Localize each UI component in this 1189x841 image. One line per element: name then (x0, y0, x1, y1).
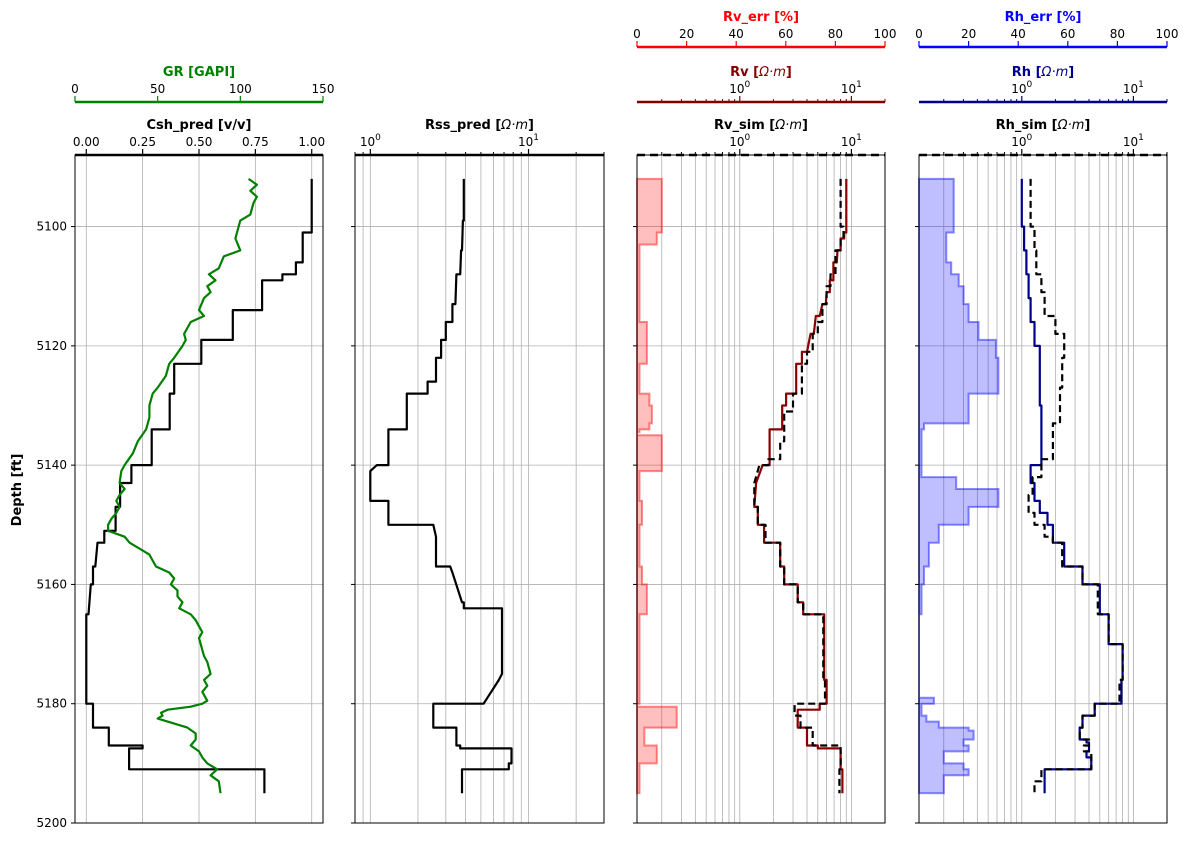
axis-tick-label: 40 (729, 27, 744, 41)
series-rh_sim-line (1027, 178, 1124, 794)
depth-tick-label: 5180 (36, 697, 67, 711)
axis-tick-label: 100 (229, 82, 252, 96)
axis-tick-label: 80 (828, 27, 843, 41)
axis-tick-label: 0 (633, 27, 641, 41)
axis-label: Rh_err [%] (1005, 10, 1082, 25)
axis-tick-label: 80 (1110, 27, 1125, 41)
axis-tick-label: 40 (1011, 27, 1026, 41)
depth-tick-label: 5140 (36, 458, 67, 472)
axis-tick-label: 101 (1123, 133, 1144, 149)
axis-tick-label: 100 (729, 80, 750, 96)
axis-tick-label: 101 (518, 133, 539, 149)
data-layer (85, 177, 1124, 795)
axis-tick-label: 101 (841, 80, 862, 96)
axis-tick-label: 150 (312, 82, 335, 96)
axis-tick-label: 0.00 (73, 135, 100, 149)
depth-tick-label: 5100 (36, 220, 67, 234)
axis-tick-label: 20 (961, 27, 976, 41)
axis-tick-label: 0.75 (242, 135, 269, 149)
axis-label: Rv [Ω·m] (730, 65, 792, 80)
series-gr-line (106, 178, 258, 794)
panel-frame (354, 154, 605, 824)
axis-tick-label: 100 (1156, 27, 1179, 41)
axis-tick-label: 60 (778, 27, 793, 41)
axis-tick-label: 0 (915, 27, 923, 41)
axis-tick-label: 101 (841, 133, 862, 149)
axis-tick-label: 0.50 (186, 135, 213, 149)
axis-label: Rh [Ω·m] (1012, 65, 1074, 80)
depth-tick-label: 5120 (36, 339, 67, 353)
axis-label: Rh_sim [Ω·m] (996, 118, 1091, 133)
axis-tick-label: 50 (150, 82, 165, 96)
axis-tick-label: 0 (71, 82, 79, 96)
axis-label: Rss_pred [Ω·m] (425, 118, 534, 133)
axes-layer: 5100 5120 5140 5160 5180 5200 0.00 0.25 0.50 0.75… (36, 10, 1178, 830)
series-rv-line (753, 178, 848, 794)
axis-tick-label: 100 (360, 133, 381, 149)
axis-label: GR [GAPI] (163, 65, 235, 80)
series-rh-line (1020, 178, 1124, 794)
axis-tick-label: 60 (1060, 27, 1075, 41)
axis-tick-label: 101 (1123, 80, 1144, 96)
axis-tick-label: 100 (729, 133, 750, 149)
axis-tick-label: 100 (874, 27, 897, 41)
axis-tick-label: 100 (1011, 80, 1032, 96)
series-rv_sim-line (753, 178, 845, 794)
series-rh_err-fill (918, 177, 1000, 795)
axis-tick-label: 1.00 (298, 135, 325, 149)
depth-tick-label: 5200 (36, 816, 67, 830)
axis-label: Rv_err [%] (723, 10, 799, 25)
y-axis-label: Depth [ft] (10, 454, 25, 527)
depth-tick-label: 5160 (36, 577, 67, 591)
axis-tick-label: 0.25 (129, 135, 156, 149)
grid-layer (75, 155, 1168, 824)
series-rss_pred-line (369, 178, 513, 794)
axis-tick-label: 100 (1011, 133, 1032, 149)
series-rv_err-fill (636, 177, 678, 795)
axis-tick-label: 20 (679, 27, 694, 41)
axis-label: Rv_sim [Ω·m] (714, 118, 808, 133)
axis-label: Csh_pred [v/v] (147, 118, 252, 133)
